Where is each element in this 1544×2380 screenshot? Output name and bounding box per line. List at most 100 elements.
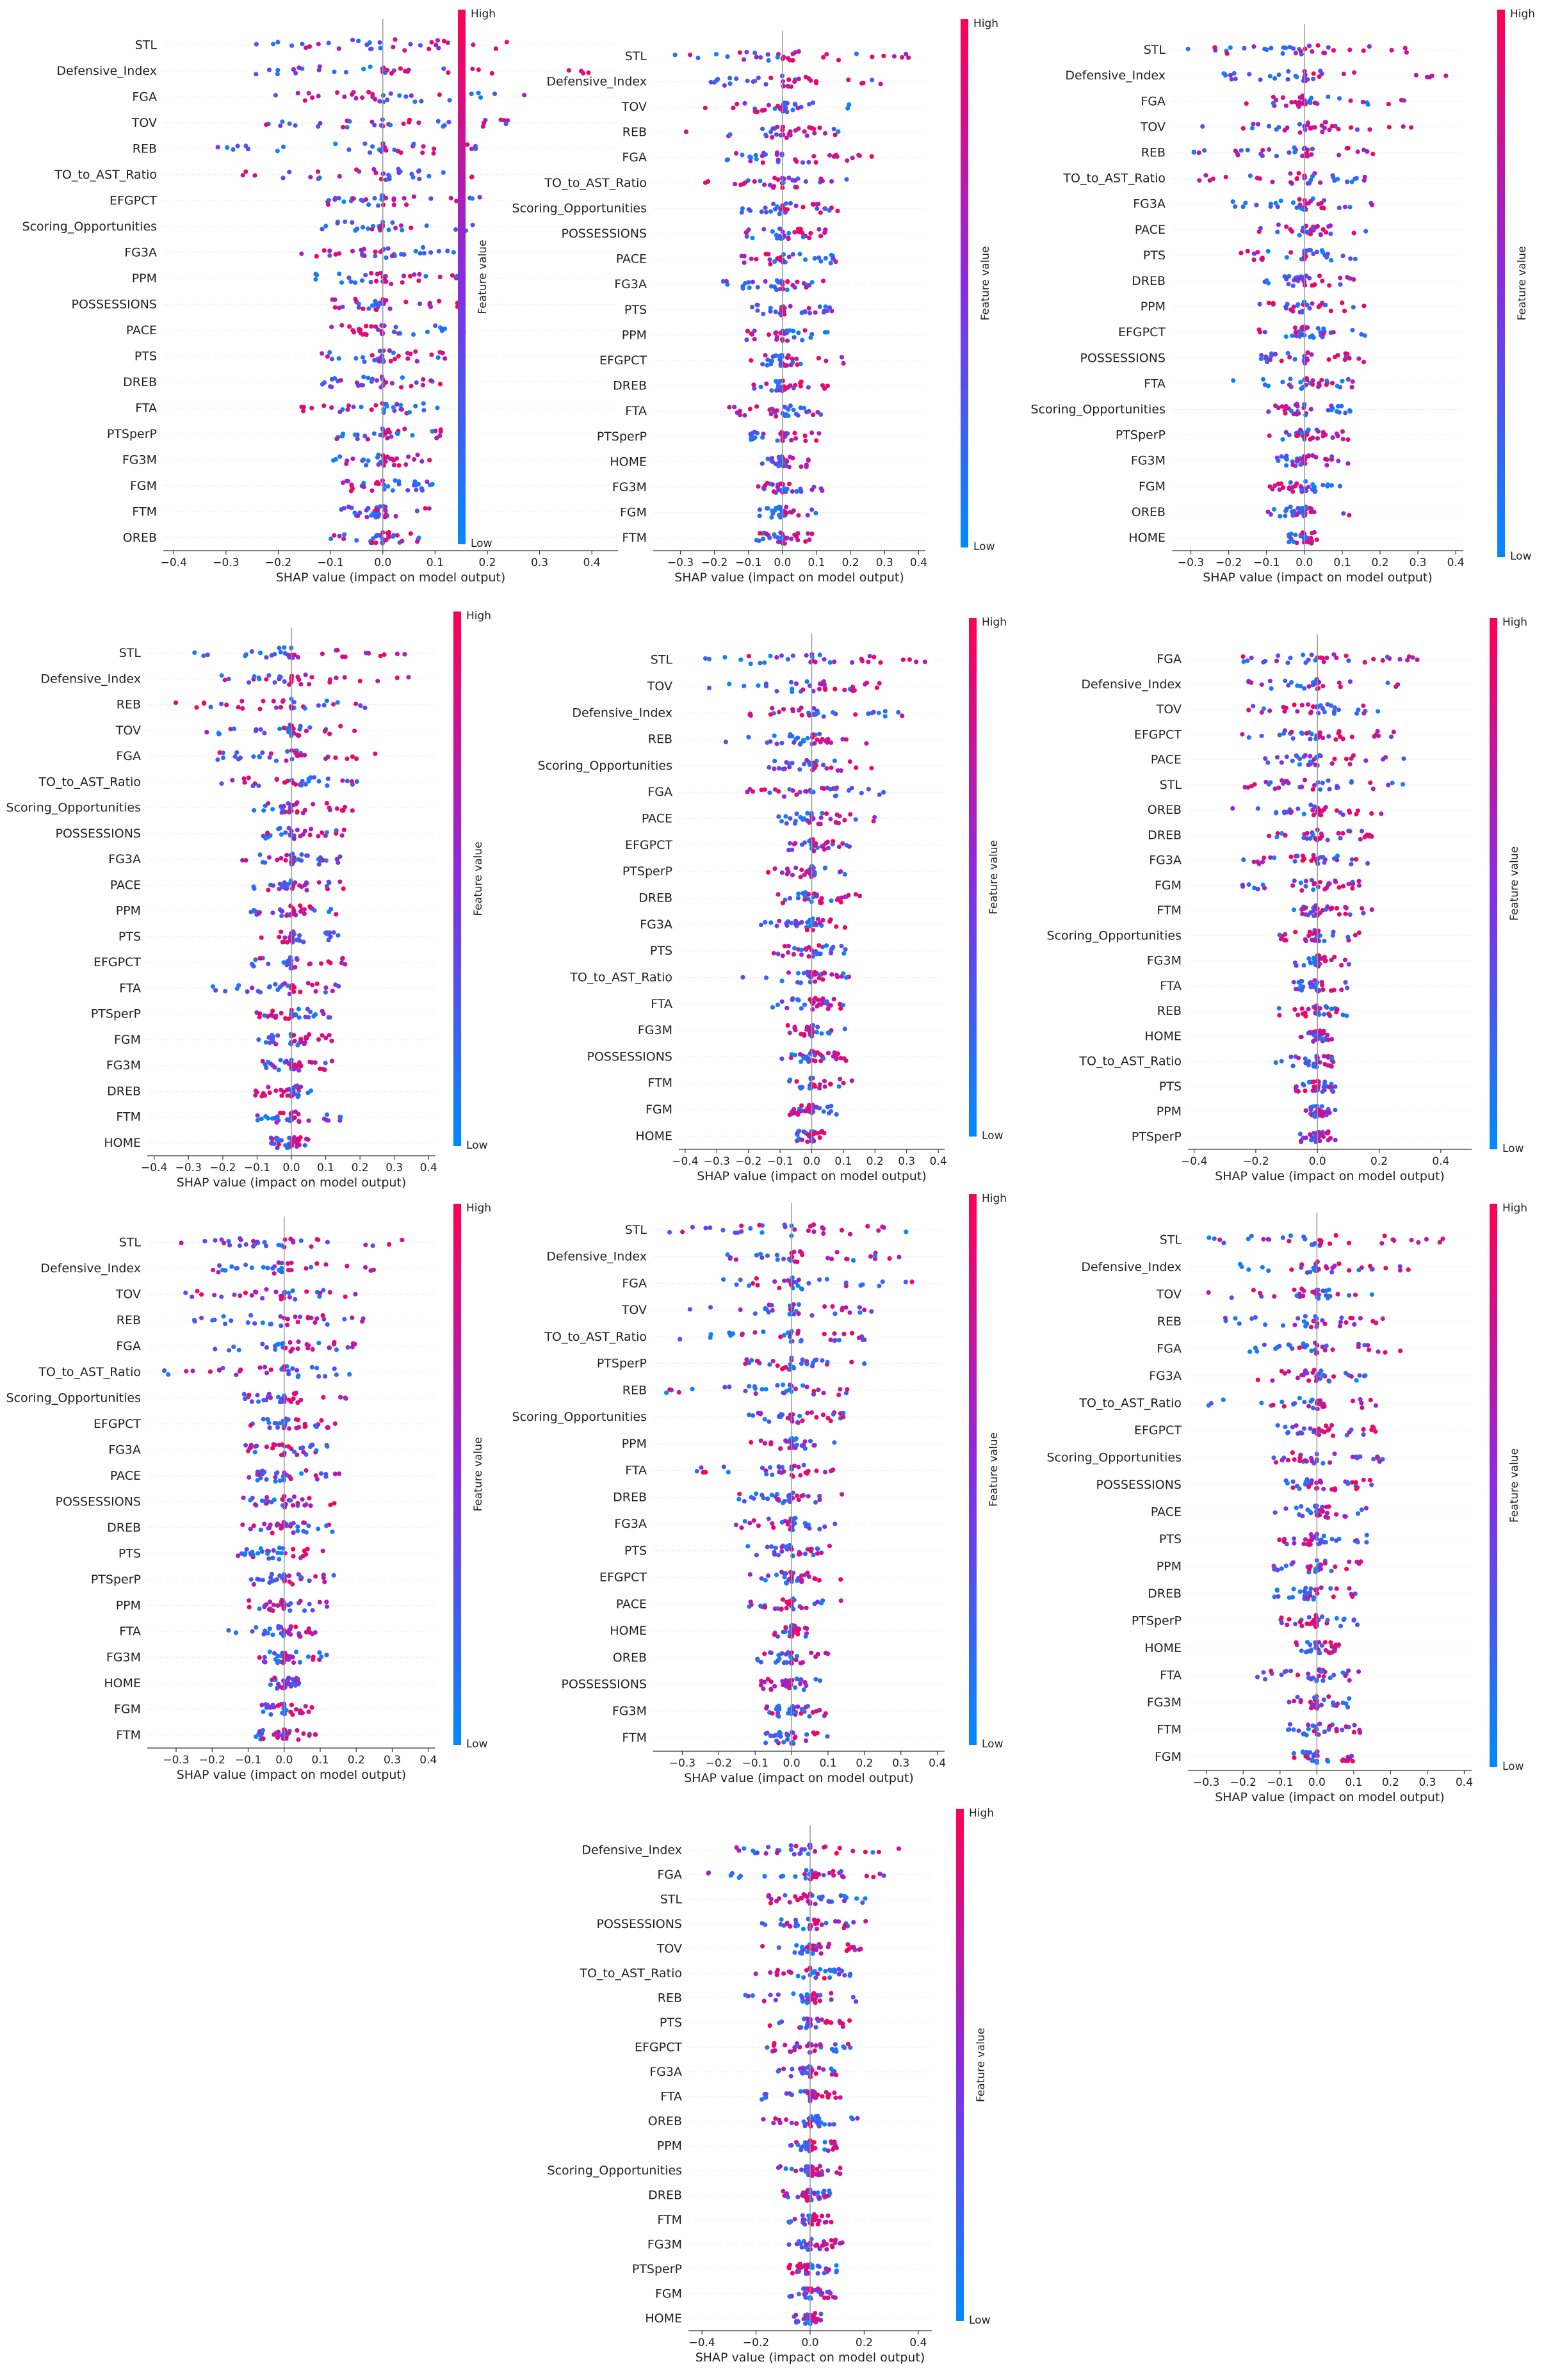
shap-point	[821, 1056, 826, 1061]
shap-point	[706, 179, 711, 184]
shap-point	[767, 790, 772, 795]
shap-point	[829, 252, 834, 257]
shap-point	[761, 150, 766, 156]
shap-point	[758, 179, 763, 184]
shap-point	[383, 177, 389, 182]
shap-point	[291, 1449, 297, 1454]
shap-point	[1280, 380, 1285, 385]
shap-point	[1343, 351, 1348, 356]
shap-point	[284, 1117, 289, 1122]
shap-point	[1245, 147, 1250, 152]
shap-point	[421, 250, 427, 255]
shap-point	[1288, 655, 1293, 661]
shap-point	[1294, 205, 1299, 210]
shap-point	[790, 734, 795, 739]
shap-point	[1333, 878, 1338, 884]
feature-label: OREB	[1148, 803, 1182, 817]
shap-point	[779, 279, 784, 284]
shap-point	[1301, 811, 1306, 816]
feature-label: FG3M	[1147, 954, 1182, 968]
shap-point	[754, 302, 760, 307]
shap-point	[184, 1368, 189, 1374]
x-tick-label: −0.3	[175, 1162, 202, 1174]
shap-point	[1259, 682, 1264, 687]
shap-point	[786, 77, 792, 83]
shap-point	[787, 896, 793, 901]
shap-point	[746, 654, 751, 659]
shap-point	[337, 854, 343, 859]
shap-point	[1249, 125, 1255, 131]
shap-point	[832, 660, 837, 665]
x-tick-label: −0.3	[704, 1155, 730, 1168]
shap-point	[323, 1060, 328, 1065]
shap-point	[1347, 761, 1353, 766]
shap-point	[332, 1366, 337, 1372]
feature-label: PTSperP	[597, 430, 647, 444]
x-tick-label: 0.1	[317, 1162, 334, 1174]
shap-point	[854, 765, 859, 770]
shap-point	[276, 1242, 281, 1247]
shap-point	[338, 378, 343, 383]
shap-point	[229, 1264, 234, 1269]
shap-point	[265, 1417, 270, 1422]
feature-label: STL	[1160, 778, 1182, 792]
shap-point	[1329, 1056, 1335, 1061]
shap-point	[162, 1368, 167, 1373]
shap-point	[1312, 930, 1317, 936]
shap-point	[303, 672, 308, 677]
shap-point	[802, 309, 808, 314]
shap-point	[334, 806, 340, 811]
shap-point	[825, 1105, 831, 1110]
shap-point	[708, 79, 713, 85]
shap-point	[1325, 1032, 1330, 1037]
x-tick-label: 0.2	[866, 1155, 884, 1168]
shap-point	[243, 1443, 248, 1448]
feature-label: REB	[1157, 1004, 1182, 1018]
shap-point	[271, 42, 276, 47]
shap-point	[306, 1118, 311, 1123]
feature-label: FG3A	[1133, 197, 1166, 211]
shap-point	[1344, 756, 1349, 761]
shap-point	[312, 908, 317, 913]
shap-point	[1298, 683, 1303, 689]
shap-point	[806, 531, 811, 536]
shap-point	[1343, 911, 1348, 916]
shap-point	[287, 808, 292, 813]
shap-point	[285, 1093, 290, 1098]
shap-point	[381, 482, 386, 487]
shap-point	[795, 735, 800, 740]
shap-point	[284, 852, 289, 858]
shap-point	[396, 353, 401, 359]
shap-point	[859, 791, 864, 796]
shap-point	[1337, 96, 1342, 101]
shap-point	[405, 356, 410, 361]
shap-point	[447, 98, 452, 103]
shap-point	[786, 231, 792, 236]
shap-point	[748, 437, 754, 442]
shap-point	[789, 920, 794, 926]
shap-point	[788, 304, 793, 309]
shap-point	[320, 1548, 325, 1553]
x-tick-label: −0.2	[1215, 556, 1242, 569]
shap-point	[760, 537, 766, 542]
shap-point	[794, 356, 799, 362]
shap-point	[293, 1390, 298, 1395]
shap-point	[388, 122, 393, 127]
shap-point	[853, 817, 858, 822]
shap-point	[251, 1523, 256, 1528]
shap-point	[361, 306, 366, 311]
shap-point	[773, 309, 778, 314]
shap-point	[1316, 202, 1321, 207]
shap-point	[1240, 882, 1245, 887]
shap-point	[257, 651, 263, 656]
shap-point	[770, 229, 775, 234]
shap-point	[327, 1033, 332, 1038]
shap-point	[322, 1580, 327, 1585]
shap-point	[400, 227, 405, 232]
shap-point	[245, 1320, 250, 1325]
shap-point	[252, 886, 257, 891]
shap-point	[806, 954, 811, 959]
shap-point	[672, 53, 678, 58]
shap-point	[1333, 1107, 1338, 1113]
shap-point	[795, 362, 800, 368]
